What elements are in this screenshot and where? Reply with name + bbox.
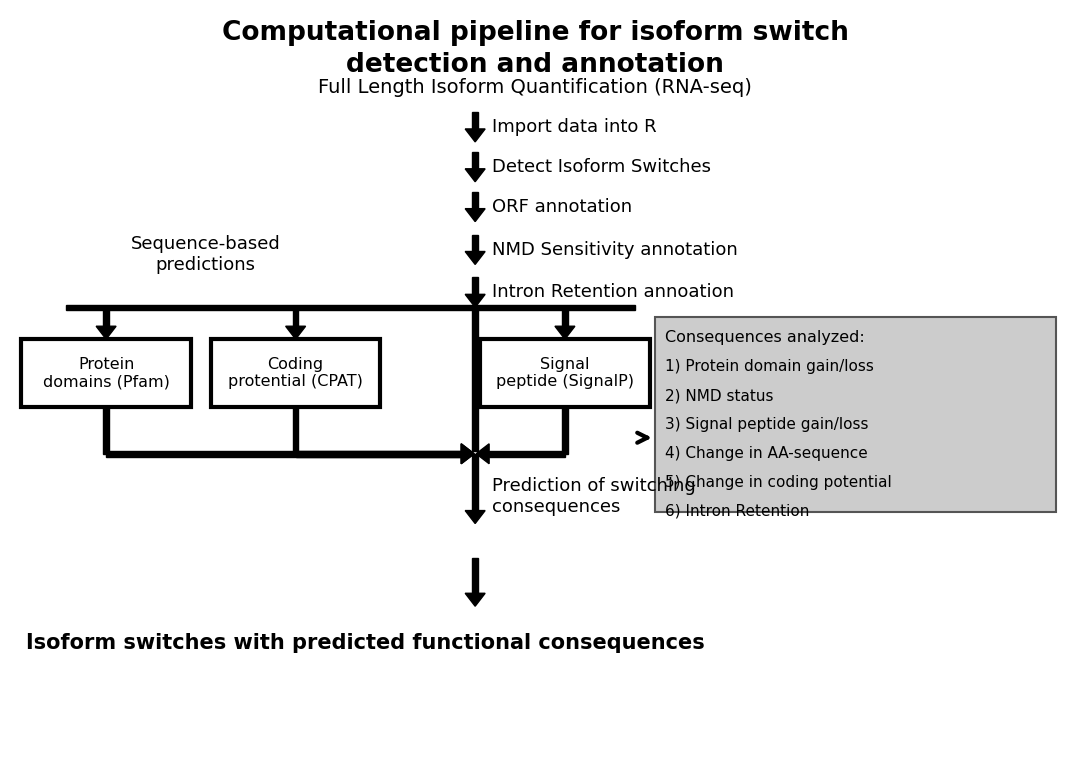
- Text: ORF annotation: ORF annotation: [492, 198, 632, 216]
- Bar: [104, 307, 109, 326]
- Polygon shape: [465, 129, 485, 142]
- Bar: [472, 234, 478, 252]
- Polygon shape: [465, 594, 485, 606]
- Bar: [472, 152, 478, 169]
- Text: Detect Isoform Switches: Detect Isoform Switches: [492, 158, 711, 176]
- Text: Consequences analyzed:: Consequences analyzed:: [665, 330, 864, 345]
- Bar: [211, 339, 380, 407]
- Polygon shape: [465, 252, 485, 264]
- Bar: [472, 112, 478, 129]
- Text: Computational pipeline for isoform switch
detection and annotation: Computational pipeline for isoform switc…: [222, 20, 848, 79]
- Text: Import data into R: Import data into R: [492, 118, 657, 136]
- Text: 4) Change in AA-sequence: 4) Change in AA-sequence: [665, 446, 868, 461]
- Bar: [292, 307, 299, 326]
- Bar: [562, 407, 568, 454]
- Polygon shape: [465, 169, 485, 182]
- Text: Signal
peptide (SignalP): Signal peptide (SignalP): [496, 357, 634, 390]
- Polygon shape: [465, 294, 485, 307]
- Polygon shape: [462, 444, 474, 464]
- Text: 6) Intron Retention: 6) Intron Retention: [665, 503, 809, 519]
- Polygon shape: [465, 510, 485, 523]
- Polygon shape: [465, 209, 485, 221]
- Bar: [489, 451, 564, 456]
- Bar: [472, 454, 478, 510]
- Bar: [472, 192, 478, 209]
- Polygon shape: [96, 326, 116, 339]
- Bar: [292, 407, 299, 454]
- Text: 1) Protein domain gain/loss: 1) Protein domain gain/loss: [665, 359, 874, 374]
- Text: 3) Signal peptide gain/loss: 3) Signal peptide gain/loss: [665, 417, 869, 432]
- Bar: [21, 339, 191, 407]
- Text: Prediction of switching
consequences: Prediction of switching consequences: [492, 478, 696, 516]
- Text: Sequence-based
predictions: Sequence-based predictions: [131, 235, 281, 274]
- Text: Protein
domains (Pfam): Protein domains (Pfam): [43, 357, 169, 390]
- Text: Isoform switches with predicted functional consequences: Isoform switches with predicted function…: [27, 633, 705, 653]
- Bar: [106, 451, 462, 456]
- Bar: [296, 451, 462, 456]
- Text: Full Length Isoform Quantification (RNA-seq): Full Length Isoform Quantification (RNA-…: [318, 78, 752, 97]
- Bar: [66, 305, 635, 310]
- Bar: [104, 407, 109, 454]
- Polygon shape: [462, 444, 474, 464]
- Text: NMD Sensitivity annotation: NMD Sensitivity annotation: [492, 241, 738, 259]
- Polygon shape: [555, 326, 575, 339]
- Bar: [654, 317, 1056, 512]
- Text: Intron Retention annoation: Intron Retention annoation: [492, 284, 734, 301]
- Text: Coding
protential (CPAT): Coding protential (CPAT): [228, 357, 363, 390]
- Bar: [562, 307, 568, 326]
- Polygon shape: [286, 326, 305, 339]
- Text: 2) NMD status: 2) NMD status: [665, 388, 773, 403]
- Bar: [472, 559, 478, 594]
- Bar: [472, 307, 478, 451]
- Polygon shape: [477, 444, 489, 464]
- Bar: [472, 277, 478, 294]
- Text: 5) Change in coding potential: 5) Change in coding potential: [665, 474, 891, 490]
- Bar: [480, 339, 650, 407]
